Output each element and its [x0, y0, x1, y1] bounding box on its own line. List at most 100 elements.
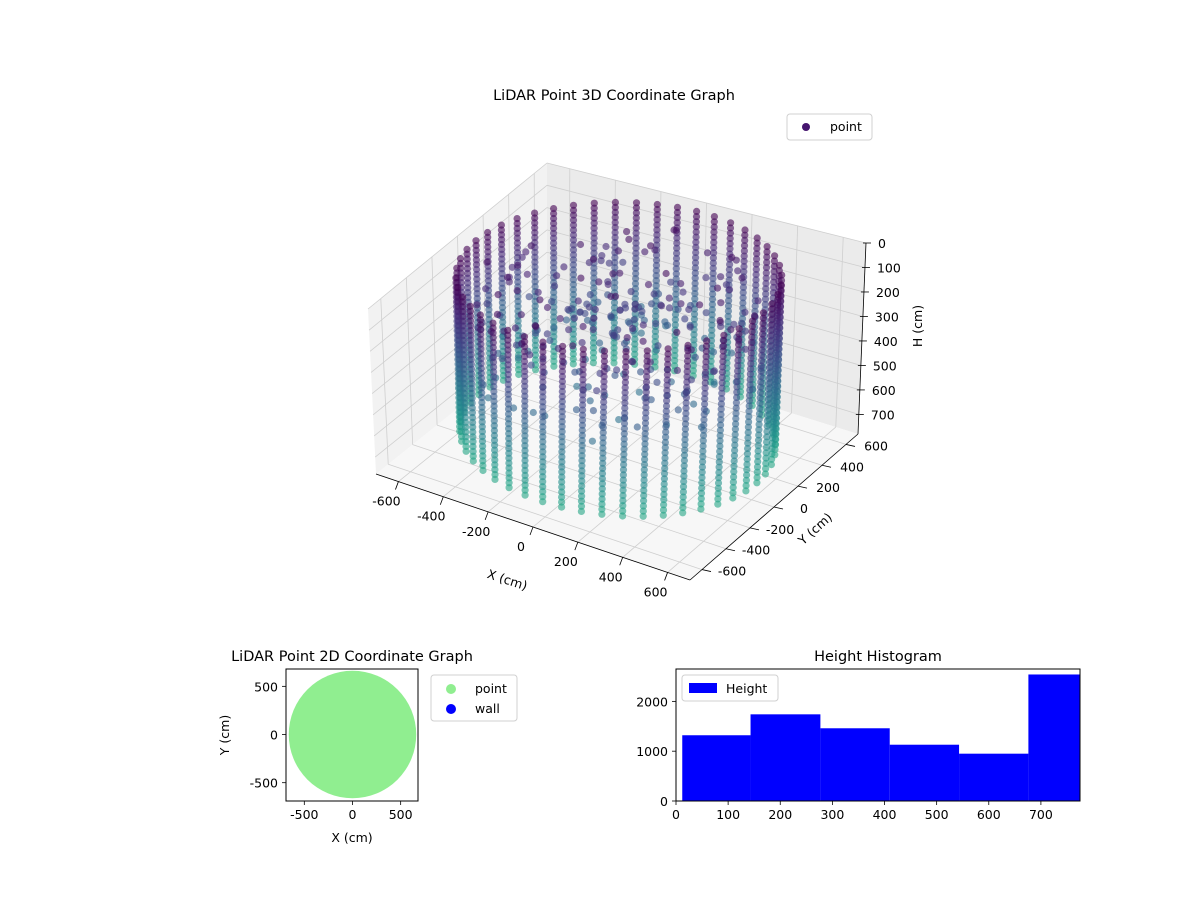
data-point	[732, 399, 741, 407]
data-point	[521, 456, 529, 465]
data-point	[731, 425, 740, 433]
data-point	[599, 413, 608, 421]
data-point	[697, 489, 706, 497]
histogram: Height Histogram 0 100 200 300 400 500 600 7000…	[636, 649, 1081, 822]
data-point	[621, 404, 629, 412]
data-point	[622, 348, 630, 356]
data-point	[539, 393, 547, 401]
data-point	[632, 249, 640, 257]
data-point	[717, 273, 725, 281]
data-point	[620, 461, 628, 469]
data-point	[479, 466, 487, 475]
data-point	[590, 214, 598, 222]
x-tick-label: -400	[417, 509, 445, 524]
data-point	[594, 298, 602, 306]
data-point	[550, 324, 558, 332]
data-point	[673, 328, 681, 336]
data-point	[578, 492, 586, 500]
data-point	[589, 359, 598, 367]
data-point	[599, 429, 607, 437]
data-point	[725, 286, 734, 294]
x-tick-label: 0	[517, 539, 525, 554]
data-point	[724, 307, 733, 315]
grid-line	[431, 256, 438, 426]
data-point	[578, 421, 587, 429]
data-point	[720, 337, 728, 345]
data-point	[755, 420, 763, 428]
data-point	[609, 270, 617, 278]
data-point	[619, 481, 627, 489]
data-point	[527, 242, 535, 250]
data-point	[679, 509, 687, 517]
z-tick-label: 600	[872, 383, 896, 398]
data-point	[662, 423, 670, 431]
data-point	[550, 264, 558, 272]
data-point	[653, 231, 661, 239]
data-point	[611, 292, 620, 300]
data-point	[685, 305, 693, 314]
data-point	[600, 352, 609, 360]
data-point	[679, 288, 687, 296]
data-point	[619, 486, 627, 494]
data-point	[652, 266, 660, 275]
data-point	[773, 322, 781, 331]
x-tick-label: 500	[925, 807, 949, 822]
data-point	[558, 377, 567, 386]
data-point	[569, 201, 578, 209]
data-point	[610, 299, 619, 307]
data-point	[589, 354, 598, 362]
data-point	[665, 304, 674, 312]
data-point	[674, 406, 682, 414]
data-point	[482, 285, 490, 293]
data-point	[677, 280, 685, 288]
data-point	[726, 245, 734, 253]
data-point	[611, 371, 619, 379]
data-point	[741, 345, 750, 353]
data-point	[661, 438, 670, 446]
data-point	[733, 378, 741, 386]
data-point	[682, 394, 691, 402]
data-point	[611, 233, 619, 242]
data-point	[562, 316, 571, 324]
data-point	[539, 373, 547, 381]
plot3d-legend: point	[786, 113, 873, 141]
data-point	[578, 411, 587, 419]
data-point	[652, 307, 660, 315]
y-tick-label: 200	[816, 480, 840, 495]
data-point	[539, 448, 547, 456]
data-point	[729, 489, 737, 497]
data-point	[611, 284, 619, 292]
data-point	[726, 229, 735, 237]
data-point	[718, 395, 726, 403]
data-point	[673, 208, 682, 217]
data-point	[577, 507, 586, 515]
data-point	[661, 464, 669, 472]
data-point	[672, 259, 681, 268]
data-point	[726, 260, 734, 268]
data-point	[709, 269, 717, 277]
data-point	[611, 208, 619, 216]
data-point	[735, 340, 743, 349]
data-point	[753, 239, 761, 247]
data-point	[621, 414, 629, 422]
data-point	[756, 404, 764, 413]
histogram-bar	[959, 753, 1029, 801]
data-point	[674, 305, 682, 313]
data-point	[518, 253, 526, 261]
data-point	[724, 317, 732, 326]
data-point	[599, 444, 607, 452]
data-point	[681, 441, 689, 449]
data-point	[558, 352, 567, 360]
data-point	[604, 280, 612, 289]
data-point	[539, 363, 547, 371]
data-point	[717, 299, 725, 307]
data-point	[742, 476, 751, 484]
data-point	[664, 350, 672, 358]
data-point	[578, 477, 586, 485]
data-point	[569, 290, 578, 299]
data-point	[740, 268, 748, 276]
data-point	[702, 309, 710, 317]
data-point	[765, 380, 773, 388]
data-point	[680, 472, 688, 480]
data-point	[714, 495, 722, 503]
